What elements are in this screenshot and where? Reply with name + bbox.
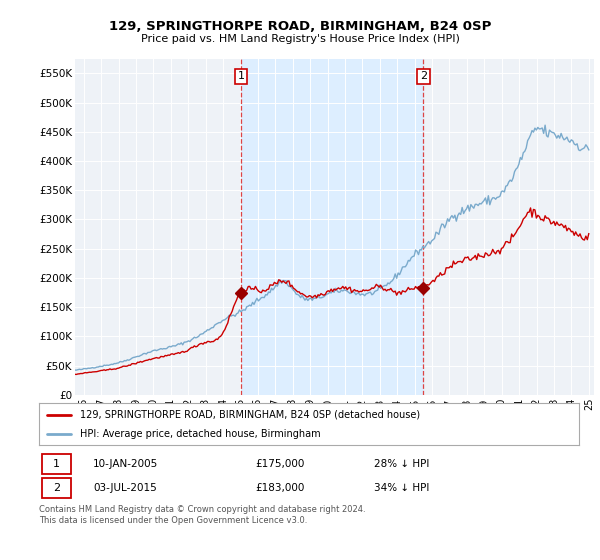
Text: £175,000: £175,000 — [255, 459, 304, 469]
Text: 1: 1 — [238, 71, 245, 81]
Text: 28% ↓ HPI: 28% ↓ HPI — [374, 459, 429, 469]
Text: Contains HM Land Registry data © Crown copyright and database right 2024.
This d: Contains HM Land Registry data © Crown c… — [39, 505, 365, 525]
Text: 2: 2 — [420, 71, 427, 81]
Text: £183,000: £183,000 — [255, 483, 304, 493]
Text: 03-JUL-2015: 03-JUL-2015 — [93, 483, 157, 493]
FancyBboxPatch shape — [42, 454, 71, 474]
Text: HPI: Average price, detached house, Birmingham: HPI: Average price, detached house, Birm… — [79, 429, 320, 439]
Text: 1: 1 — [53, 459, 61, 469]
Text: 2: 2 — [53, 483, 61, 493]
FancyBboxPatch shape — [42, 478, 71, 498]
Text: 129, SPRINGTHORPE ROAD, BIRMINGHAM, B24 0SP (detached house): 129, SPRINGTHORPE ROAD, BIRMINGHAM, B24 … — [79, 409, 419, 419]
Text: 10-JAN-2005: 10-JAN-2005 — [93, 459, 158, 469]
Text: Price paid vs. HM Land Registry's House Price Index (HPI): Price paid vs. HM Land Registry's House … — [140, 34, 460, 44]
Bar — [241, 59, 424, 395]
Text: 129, SPRINGTHORPE ROAD, BIRMINGHAM, B24 0SP: 129, SPRINGTHORPE ROAD, BIRMINGHAM, B24 … — [109, 20, 491, 32]
Text: 34% ↓ HPI: 34% ↓ HPI — [374, 483, 429, 493]
